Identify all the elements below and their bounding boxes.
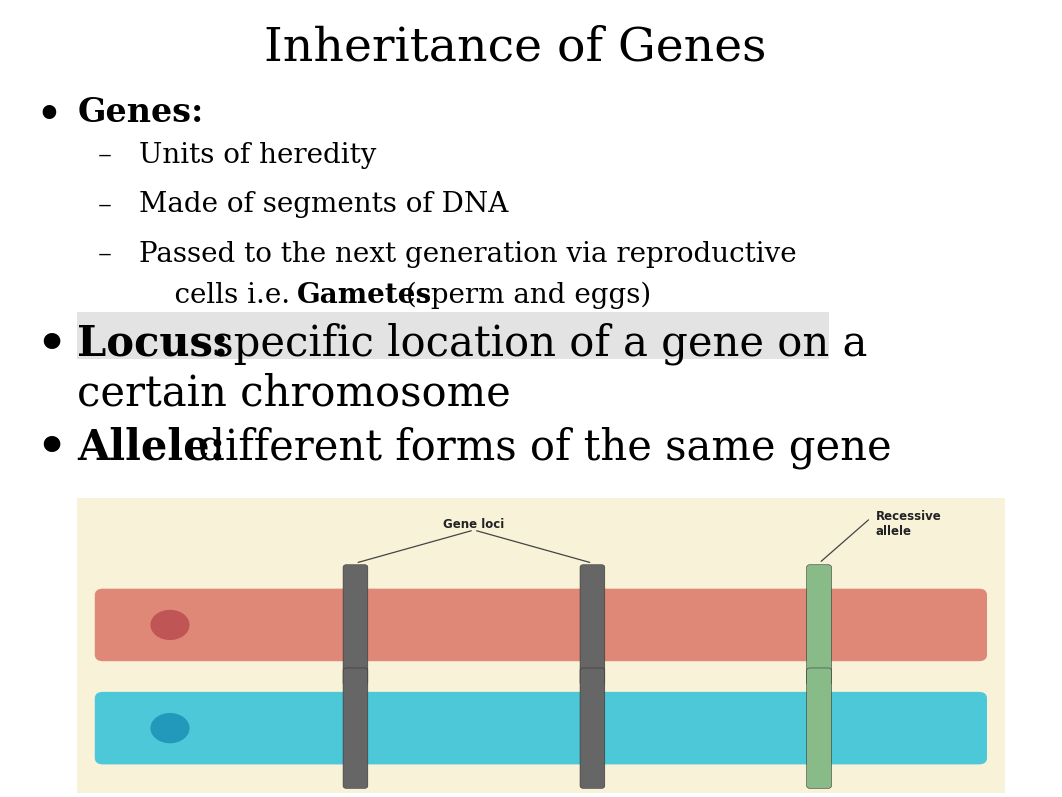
- FancyBboxPatch shape: [807, 565, 832, 685]
- Text: –: –: [98, 191, 112, 218]
- Text: cells i.e.: cells i.e.: [139, 282, 299, 309]
- Text: Units of heredity: Units of heredity: [139, 142, 376, 169]
- Text: Allele:: Allele:: [78, 426, 225, 469]
- Bar: [78, 498, 1005, 793]
- Text: –: –: [98, 142, 112, 169]
- Text: Inheritance of Genes: Inheritance of Genes: [264, 26, 767, 71]
- Text: different forms of the same gene: different forms of the same gene: [186, 426, 892, 469]
- Text: (sperm and eggs): (sperm and eggs): [396, 282, 651, 309]
- FancyBboxPatch shape: [95, 589, 987, 662]
- FancyBboxPatch shape: [95, 692, 987, 764]
- Text: Gene loci: Gene loci: [443, 518, 504, 531]
- Text: Gametes: Gametes: [296, 282, 432, 309]
- Text: Recessive
allele: Recessive allele: [876, 510, 942, 538]
- Text: Locus:: Locus:: [78, 323, 228, 365]
- Text: •: •: [36, 96, 61, 134]
- FancyBboxPatch shape: [343, 565, 367, 685]
- FancyBboxPatch shape: [343, 668, 367, 788]
- Ellipse shape: [151, 713, 190, 744]
- FancyBboxPatch shape: [78, 312, 829, 359]
- Text: •: •: [36, 426, 66, 471]
- Text: Made of segments of DNA: Made of segments of DNA: [139, 191, 509, 218]
- Text: •: •: [36, 323, 66, 367]
- FancyBboxPatch shape: [580, 668, 604, 788]
- FancyBboxPatch shape: [807, 668, 832, 788]
- Text: certain chromosome: certain chromosome: [78, 372, 511, 414]
- FancyBboxPatch shape: [580, 565, 604, 685]
- Ellipse shape: [151, 610, 190, 640]
- Text: specific location of a gene on a: specific location of a gene on a: [199, 323, 868, 365]
- Text: –: –: [98, 241, 112, 268]
- Text: Genes:: Genes:: [78, 96, 204, 128]
- Text: Passed to the next generation via reproductive: Passed to the next generation via reprod…: [139, 241, 796, 268]
